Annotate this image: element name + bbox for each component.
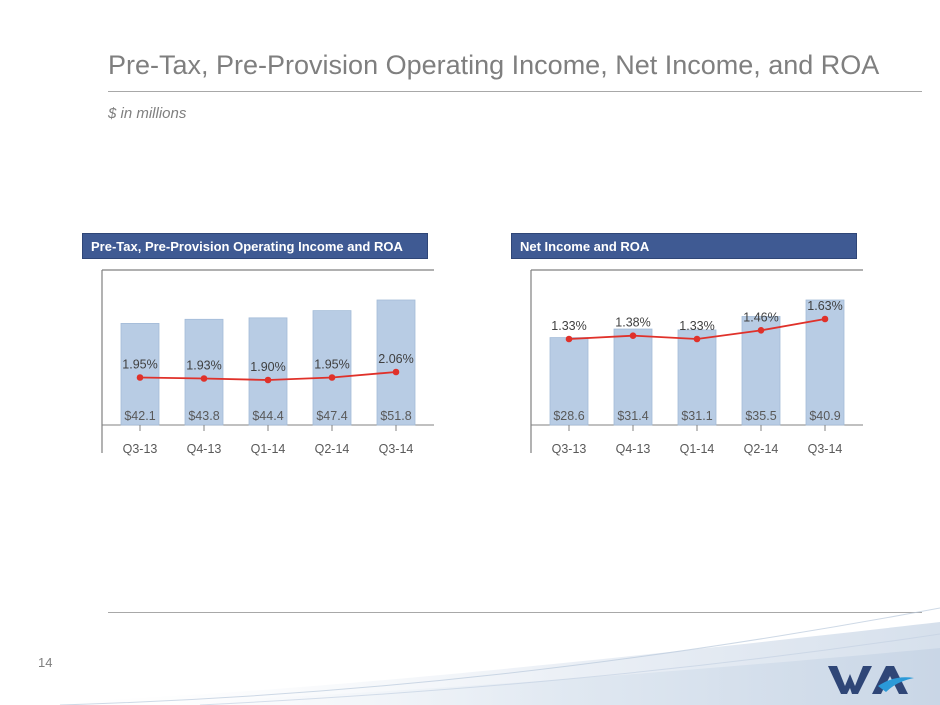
x-tick-label: Q1-14 [680, 442, 715, 456]
decorative-swoosh [0, 607, 940, 705]
roa-label: 2.06% [378, 352, 413, 366]
bar [312, 310, 352, 426]
roa-label: 1.90% [250, 360, 285, 374]
bar-value-label: $40.9 [809, 409, 840, 423]
bar-value-label: $28.6 [553, 409, 584, 423]
bar-value-label: $42.1 [124, 409, 155, 423]
bar [741, 316, 781, 426]
bar [677, 329, 717, 426]
roa-label: 1.95% [122, 358, 157, 372]
wa-logo-icon [828, 666, 914, 694]
roa-label: 1.38% [615, 316, 650, 330]
bar-value-label: $44.4 [252, 409, 283, 423]
bar-value-label: $35.5 [745, 409, 776, 423]
page-title: Pre-Tax, Pre-Provision Operating Income,… [108, 50, 880, 80]
bar [120, 323, 160, 426]
bar-value-label: $47.4 [316, 409, 347, 423]
roa-point [136, 374, 144, 381]
bar-value-label: $31.4 [617, 409, 648, 423]
roa-point [565, 335, 573, 343]
bar-value-label: $51.8 [380, 409, 411, 423]
bar [549, 337, 589, 426]
net-income-chart: $28.6 Q3-13 $31.4 Q4-13 $31.1 Q1-14 $35.5 Q2-14… [530, 269, 863, 456]
bar [613, 328, 653, 426]
roa-point [264, 376, 272, 384]
operating-income-chart-panel: Pre-Tax, Pre-Provision Operating Income … [82, 233, 438, 459]
bar [376, 299, 416, 426]
chart-header: Net Income and ROA [511, 233, 857, 259]
roa-label: 1.95% [314, 358, 349, 372]
x-tick-label: Q3-13 [552, 442, 587, 456]
x-tick-label: Q2-14 [315, 442, 350, 456]
x-tick-label: Q3-13 [123, 442, 158, 456]
roa-point [757, 327, 765, 334]
footer-divider [108, 612, 922, 613]
roa-point [629, 332, 637, 339]
roa-point [693, 335, 701, 343]
x-tick-label: Q4-13 [616, 442, 651, 456]
x-tick-label: Q2-14 [744, 442, 779, 456]
x-tick-label: Q1-14 [251, 442, 286, 456]
roa-label: 1.63% [807, 299, 842, 313]
page-subtitle: $ in millions [108, 105, 187, 122]
chart-header: Pre-Tax, Pre-Provision Operating Income … [82, 233, 428, 259]
page-number: 14 [38, 655, 53, 670]
x-tick-label: Q4-13 [187, 442, 222, 456]
bar-value-label: $43.8 [188, 409, 219, 423]
roa-label: 1.93% [186, 359, 221, 373]
roa-label: 1.33% [551, 319, 586, 333]
roa-label: 1.46% [743, 310, 778, 324]
bar [184, 318, 224, 426]
bar [248, 317, 288, 426]
x-tick-label: Q3-14 [808, 442, 843, 456]
roa-point [200, 375, 208, 382]
roa-point [392, 368, 400, 376]
net-income-chart-panel: Net Income and ROA $28.6 Q3-13 $31.4 Q4-13 $… [511, 233, 867, 459]
roa-label: 1.33% [679, 319, 714, 333]
roa-point [821, 315, 829, 323]
title-divider [108, 91, 922, 92]
operating-income-chart: $42.1 Q3-13 $43.8 Q4-13 $44.4 Q1-14 $47.4 Q2-14… [101, 269, 434, 456]
x-tick-label: Q3-14 [379, 442, 414, 456]
bar-value-label: $31.1 [681, 409, 712, 423]
roa-point [328, 374, 336, 381]
